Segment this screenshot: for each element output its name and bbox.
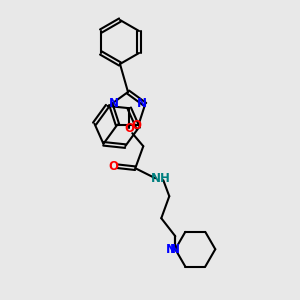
Text: O: O (132, 119, 142, 132)
Text: N: N (109, 97, 119, 110)
Text: O: O (124, 122, 134, 135)
Text: O: O (108, 160, 118, 173)
Text: N: N (166, 243, 176, 256)
Text: N: N (170, 243, 180, 256)
Text: NH: NH (152, 172, 171, 185)
Text: N: N (137, 97, 147, 110)
